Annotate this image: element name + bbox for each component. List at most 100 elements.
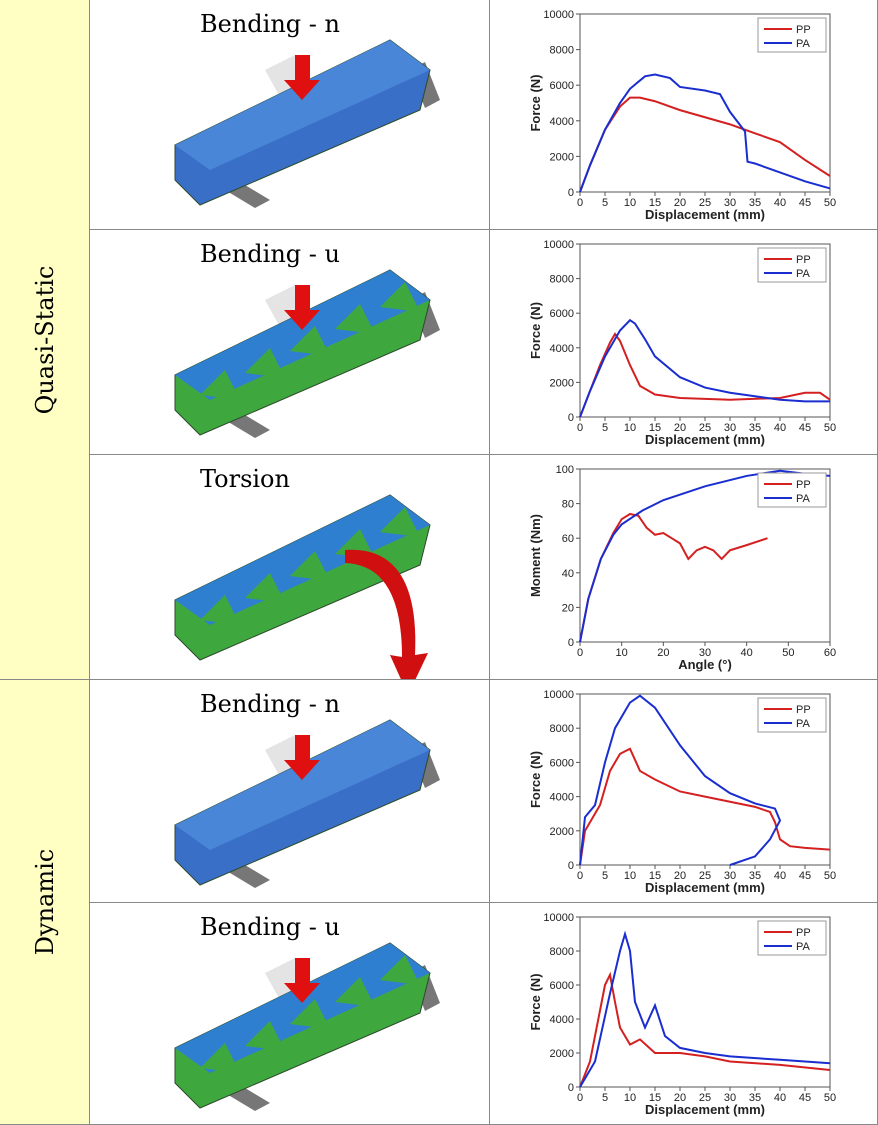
- x-tick-label: 40: [774, 422, 786, 434]
- chart: 0 2000 4000 6000 8000 10000 0 5 10 15 20 25 30 35 40 45…: [528, 9, 836, 222]
- x-tick-label: 10: [616, 647, 628, 659]
- beam-illustration: [174, 719, 440, 888]
- x-tick-label: 5: [602, 422, 608, 434]
- series-line: [579, 971, 831, 1088]
- rib: [200, 595, 240, 625]
- series-line: [579, 469, 831, 643]
- beam-top: [175, 40, 430, 170]
- x-tick-label: 10: [624, 422, 636, 434]
- x-axis-label: Displacement (mm): [645, 207, 765, 222]
- y-axis-label: Force (N): [528, 302, 543, 359]
- rib: [245, 348, 285, 378]
- x-tick-label: 40: [774, 1092, 786, 1104]
- y-tick-label: 100: [556, 464, 574, 476]
- row-label: Torsion: [200, 465, 290, 493]
- beam-top: [175, 495, 430, 625]
- y-tick-label: 0: [568, 187, 574, 199]
- x-tick-label: 30: [724, 870, 736, 882]
- legend-label: PP: [796, 24, 811, 36]
- y-tick-label: 10000: [543, 689, 574, 701]
- y-tick-label: 6000: [550, 757, 574, 769]
- group-label: Dynamic: [30, 848, 59, 956]
- y-tick-label: 10000: [543, 239, 574, 251]
- x-tick-label: 25: [699, 422, 711, 434]
- chart-cell: 0 2000 4000 6000 8000 10000 0 5 10 15 20 25 30 35 40 45…: [490, 230, 878, 455]
- x-tick-label: 15: [649, 197, 661, 209]
- y-tick-label: 2000: [550, 151, 574, 163]
- y-tick-label: 8000: [550, 946, 574, 958]
- rib: [245, 573, 285, 603]
- y-tick-label: 4000: [550, 792, 574, 804]
- group-label: Quasi-Static: [30, 265, 59, 414]
- x-tick-label: 30: [724, 422, 736, 434]
- rib: [200, 1043, 240, 1073]
- rib: [335, 977, 375, 1007]
- y-tick-label: 2000: [550, 377, 574, 389]
- load-arrow: [284, 55, 320, 100]
- rib: [290, 326, 330, 356]
- y-tick-label: 6000: [550, 308, 574, 320]
- row-label: Bending - u: [200, 240, 340, 268]
- series-line: [579, 512, 768, 643]
- legend-box: [757, 920, 827, 956]
- load-arrow: [284, 285, 320, 330]
- x-tick-label: 35: [749, 422, 761, 434]
- x-tick-label: 50: [824, 197, 836, 209]
- y-tick-label: 2000: [550, 1048, 574, 1060]
- series-line: [579, 930, 831, 1088]
- y-tick-label: 40: [562, 568, 574, 580]
- image-cell: Bending - n: [90, 0, 490, 230]
- series-line: [579, 332, 831, 418]
- x-tick-label: 15: [649, 422, 661, 434]
- x-tick-label: 30: [724, 197, 736, 209]
- beam-top: [175, 720, 430, 850]
- series-line: [579, 73, 831, 193]
- y-axis-label: Moment (Nm): [528, 514, 543, 597]
- x-axis-label: Displacement (mm): [645, 432, 765, 447]
- legend-box: [757, 247, 827, 283]
- rib: [290, 551, 330, 581]
- legend-label: PA: [796, 268, 811, 280]
- y-tick-label: 8000: [550, 45, 574, 57]
- y-axis-label: Force (N): [528, 751, 543, 808]
- x-tick-label: 5: [602, 870, 608, 882]
- x-tick-label: 15: [649, 870, 661, 882]
- x-tick-label: 40: [741, 647, 753, 659]
- y-tick-label: 10000: [543, 912, 574, 924]
- legend-label: PP: [796, 254, 811, 266]
- x-tick-label: 20: [674, 1092, 686, 1104]
- beam-illustration: [174, 269, 440, 438]
- x-tick-label: 0: [577, 1092, 583, 1104]
- x-tick-label: 5: [602, 197, 608, 209]
- x-tick-label: 30: [724, 1092, 736, 1104]
- x-tick-label: 50: [824, 1092, 836, 1104]
- beam-top: [175, 943, 430, 1073]
- x-tick-label: 40: [774, 870, 786, 882]
- legend-label: PA: [796, 718, 811, 730]
- y-tick-label: 20: [562, 602, 574, 614]
- image-cell: Bending - u: [90, 230, 490, 455]
- y-tick-label: 8000: [550, 274, 574, 286]
- y-tick-label: 60: [562, 533, 574, 545]
- chart-cell: 0 20 40 60 80 100 0 10 20 30 40 50 60 Angle (°) Moment…: [490, 455, 878, 680]
- x-tick-label: 60: [824, 647, 836, 659]
- rib: [290, 999, 330, 1029]
- group-cell: Dynamic: [0, 680, 90, 1125]
- group-cell: Quasi-Static: [0, 0, 90, 680]
- x-tick-label: 25: [699, 1092, 711, 1104]
- x-tick-label: 45: [799, 870, 811, 882]
- x-tick-label: 25: [699, 197, 711, 209]
- x-tick-label: 35: [749, 870, 761, 882]
- x-axis-label: Displacement (mm): [645, 880, 765, 895]
- x-tick-label: 0: [577, 870, 583, 882]
- legend-label: PA: [796, 493, 811, 505]
- image-cell: Torsion: [90, 455, 490, 680]
- chart-cell: 0 2000 4000 6000 8000 10000 0 5 10 15 20 25 30 35 40 45…: [490, 0, 878, 230]
- chart-cell: 0 2000 4000 6000 8000 10000 0 5 10 15 20 25 30 35 40 45…: [490, 903, 878, 1125]
- y-tick-label: 10000: [543, 9, 574, 21]
- legend-label: PA: [796, 38, 811, 50]
- x-tick-label: 25: [699, 870, 711, 882]
- row-label: Bending - u: [200, 913, 340, 941]
- y-tick-label: 0: [568, 412, 574, 424]
